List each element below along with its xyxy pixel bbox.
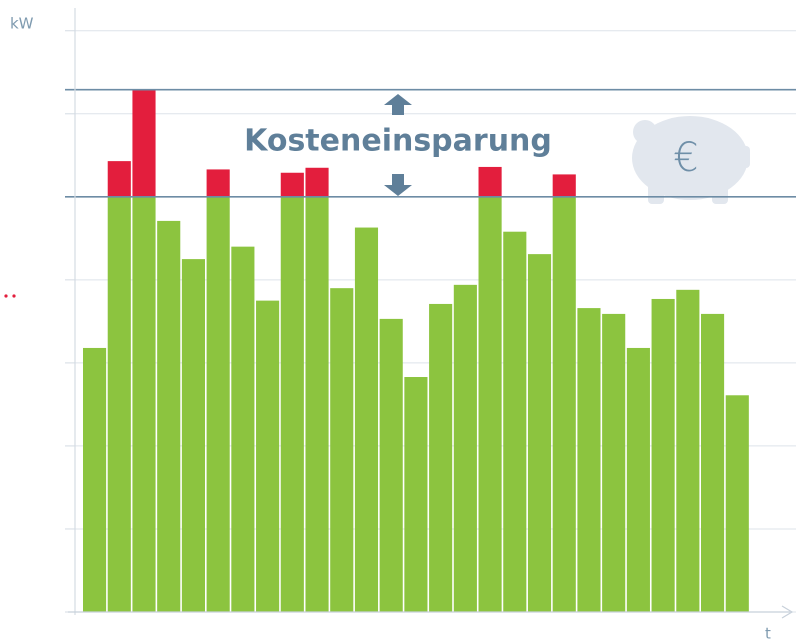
bar [725,395,749,612]
bar [206,196,230,613]
bar [256,300,280,612]
bar [181,259,205,612]
bar [453,284,477,612]
bar [330,288,354,612]
bar [132,196,156,613]
dot [12,294,16,298]
reference-lines [65,88,796,198]
piggy-bank [632,116,750,204]
bar [404,377,428,612]
bar [206,169,230,197]
bar [552,174,576,197]
bar [676,289,700,612]
annotation: Kosteneinsparung [244,124,552,159]
piggy-snout [736,146,750,168]
bar [379,318,403,612]
bar [354,227,379,612]
arrow-up [384,94,412,115]
bars [83,89,749,613]
bar [577,308,601,612]
bar [280,196,304,613]
dot [4,294,8,298]
x-axis-label: t [765,625,771,643]
bar [527,254,552,612]
bar [478,196,502,613]
piggy-body [632,116,748,200]
bar [429,303,453,612]
bar [107,196,131,613]
bar [280,172,304,197]
bar [305,196,329,613]
x-axis-arrow [781,605,794,619]
euro-symbol: € [673,135,698,181]
bar [602,313,626,612]
bar [157,220,181,612]
bar [107,161,131,197]
bar [701,313,725,612]
bar [552,196,576,613]
bar [626,347,650,612]
bar [651,298,675,612]
arrow-down [384,174,412,196]
bar [231,246,255,613]
piggy-leg [712,180,728,204]
bar [132,89,156,197]
piggy-ear [633,120,657,144]
piggy-leg [648,180,664,204]
bar [478,166,502,197]
bar [503,231,527,612]
y-axis-label: kW [10,15,34,33]
bar [305,167,329,197]
bar [83,347,107,612]
